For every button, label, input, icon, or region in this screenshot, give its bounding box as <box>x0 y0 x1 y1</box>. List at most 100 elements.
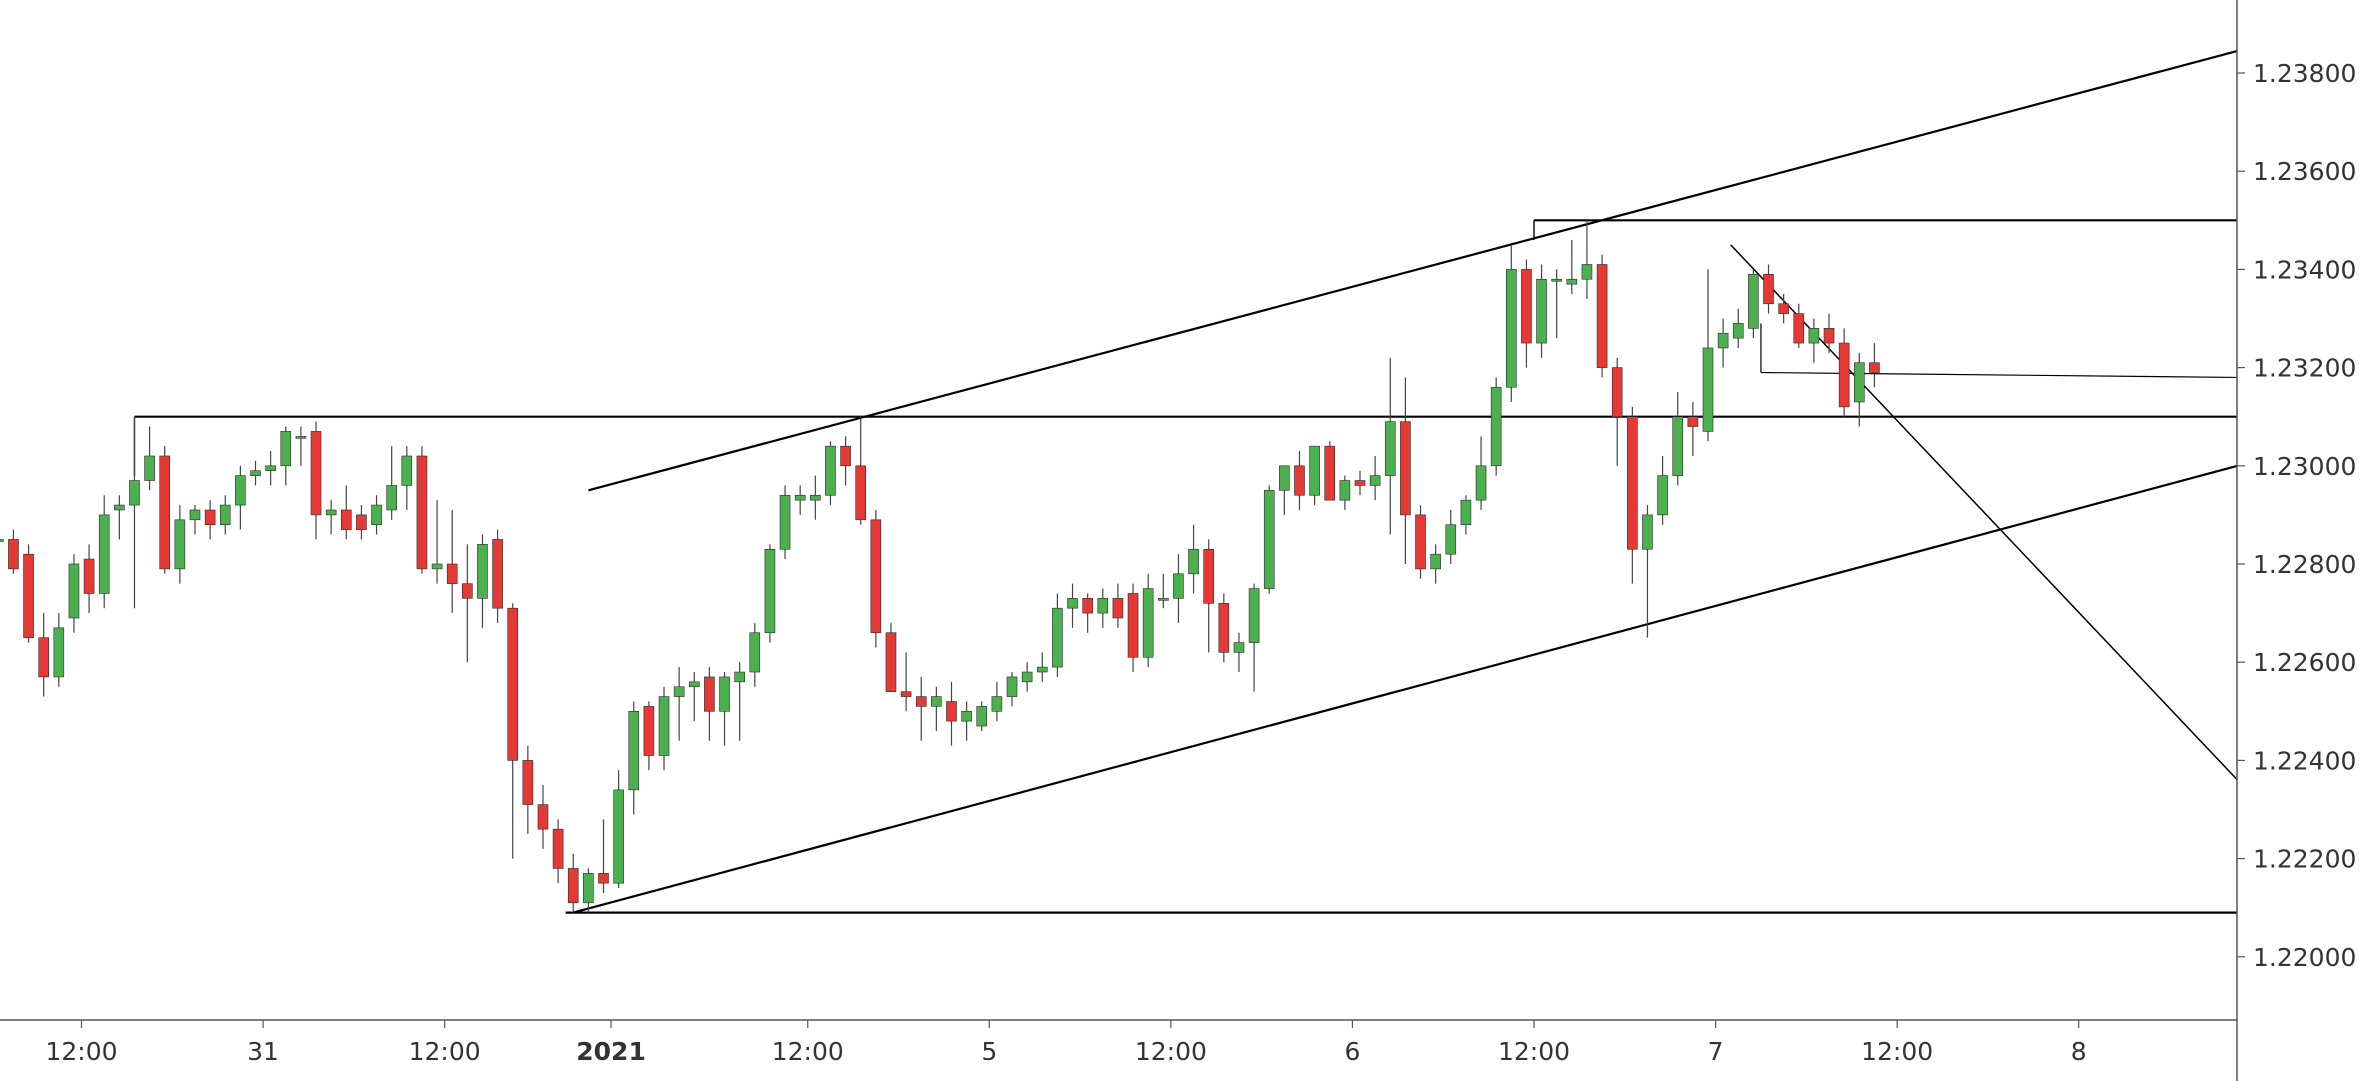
candle <box>68 554 80 633</box>
candle <box>144 426 155 491</box>
candle <box>1309 445 1320 506</box>
candle <box>446 509 458 614</box>
candle <box>325 500 337 535</box>
candle <box>401 446 413 510</box>
candle <box>1838 328 1850 417</box>
candle-body-down <box>855 465 867 521</box>
candle-body-down <box>1354 480 1366 486</box>
candle-body-down <box>885 632 897 692</box>
candle-body-down <box>159 455 171 570</box>
candle-body-down <box>416 455 428 570</box>
candle <box>658 686 670 771</box>
candle-body-up <box>98 514 110 594</box>
candle <box>885 622 897 692</box>
candle <box>734 662 745 741</box>
candle <box>1642 505 1653 638</box>
candle-body-up <box>295 436 307 439</box>
candle-body-up <box>371 504 382 526</box>
candle-body-down <box>552 828 564 869</box>
time-tick-label: 12:00 <box>1135 1037 1207 1066</box>
candle <box>8 529 19 574</box>
candle <box>749 622 761 687</box>
candle <box>931 686 942 731</box>
time-tick-label: 6 <box>1344 1037 1360 1066</box>
candle-body-down <box>1611 367 1623 418</box>
rising-channel-upper-line[interactable] <box>588 49 2238 492</box>
candle-body-down <box>492 539 503 609</box>
candle <box>915 676 927 741</box>
candle <box>1339 475 1351 510</box>
candle <box>356 505 367 540</box>
time-tick-label: 12:00 <box>772 1037 844 1066</box>
candle <box>1052 593 1063 677</box>
candle <box>613 770 624 889</box>
candle-body-down <box>840 445 851 467</box>
candle <box>53 613 65 687</box>
candle-body-up <box>1339 480 1351 501</box>
time-tick-label: 12:00 <box>45 1037 117 1066</box>
candle <box>1142 573 1154 668</box>
candle-body-down <box>567 868 579 904</box>
candle-body-down <box>1793 313 1805 344</box>
candle-body-up <box>1233 642 1245 653</box>
candle <box>83 544 95 614</box>
candle-body-up <box>114 504 125 511</box>
candle-body-up <box>583 873 594 904</box>
candle <box>1808 318 1820 363</box>
candle-body-up <box>235 475 246 506</box>
candle <box>1763 264 1774 314</box>
candle-body-down <box>1415 514 1426 570</box>
descending-trendline[interactable] <box>1730 244 2238 780</box>
candle <box>38 613 49 697</box>
candle-body-up <box>431 563 443 570</box>
candle <box>1112 583 1124 628</box>
candle <box>946 681 957 746</box>
candle-body-up <box>764 548 776 634</box>
candle <box>567 853 579 913</box>
candle <box>174 505 186 584</box>
candle <box>1263 485 1275 594</box>
candle-body-down <box>1596 264 1608 368</box>
candle-body-up <box>1188 548 1199 575</box>
candle <box>1869 343 1880 388</box>
candle-body-down <box>310 431 322 516</box>
price-tick-label: 1.22800 <box>2253 550 2356 579</box>
candle-body-down <box>1869 362 1880 373</box>
candle-body-down <box>83 558 95 594</box>
price-axis[interactable]: 1.23800 1.23600 1.23400 1.23200 1.23000 1.228… <box>2237 59 2356 972</box>
candle-body-down <box>1294 465 1305 496</box>
candle <box>0 539 4 542</box>
candle-body-up <box>1142 588 1154 658</box>
time-axis[interactable]: 12:00 31 12:00 2021 12:00 5 12:00 6 12:00 7 12:00 8 <box>45 1020 2087 1066</box>
candle-body-up <box>280 431 292 467</box>
candle-body-down <box>900 691 912 697</box>
candle <box>1778 293 1789 324</box>
price-tick-label: 1.23400 <box>2253 255 2356 284</box>
candle <box>1430 544 1441 584</box>
candle-body-up <box>1490 386 1502 467</box>
candle <box>537 784 549 849</box>
candle-body-up <box>0 539 4 542</box>
time-tick-label: 7 <box>1708 1037 1724 1066</box>
candle <box>900 652 912 712</box>
candle-body-down <box>204 509 216 526</box>
candle <box>1203 539 1214 653</box>
candle <box>1490 377 1502 476</box>
candle-body-up <box>1536 278 1547 344</box>
candle-body-down <box>356 514 367 530</box>
candle <box>340 485 352 540</box>
candle-body-up <box>688 681 700 688</box>
candle <box>1581 220 1593 299</box>
current-level-line[interactable] <box>1760 371 2238 379</box>
candle <box>991 681 1003 722</box>
candle-body-up <box>1445 524 1457 555</box>
candle <box>1793 303 1805 348</box>
rising-channel-lower-line[interactable] <box>572 464 2238 914</box>
candle <box>976 701 988 731</box>
candle <box>1127 583 1139 673</box>
candle-body-up <box>1642 514 1653 550</box>
candle-body-up <box>1475 465 1487 501</box>
candle <box>492 529 503 623</box>
candle <box>159 446 171 574</box>
